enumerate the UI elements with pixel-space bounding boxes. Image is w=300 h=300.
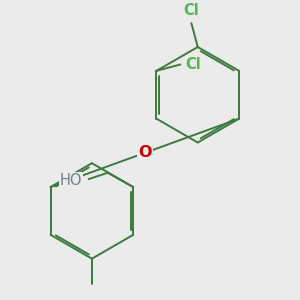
Text: HO: HO: [60, 173, 82, 188]
Text: O: O: [138, 145, 152, 160]
Text: Cl: Cl: [185, 57, 201, 72]
Text: Cl: Cl: [184, 3, 199, 18]
